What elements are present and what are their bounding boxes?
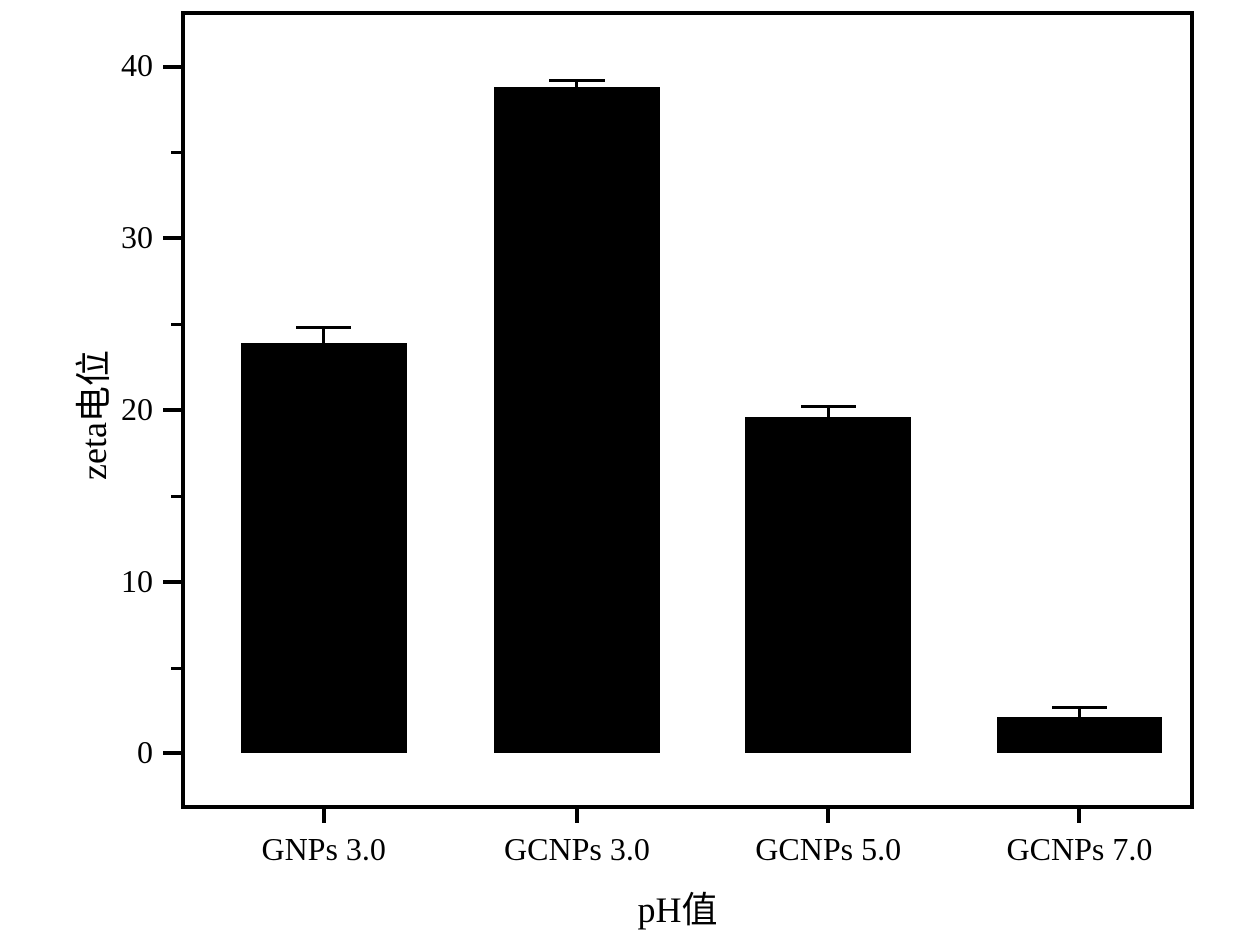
y-minor-tick [171, 323, 181, 326]
error-cap [1052, 730, 1107, 733]
y-major-tick [163, 65, 181, 69]
bar [241, 343, 407, 753]
x-tick-label: GCNPs 3.0 [457, 831, 697, 868]
y-tick-label: 0 [137, 734, 153, 771]
y-tick-label: 30 [121, 219, 153, 256]
y-axis-label: zeta电位 [65, 350, 117, 480]
error-whisker [1078, 707, 1081, 731]
x-tick-label: GCNPs 5.0 [708, 831, 948, 868]
y-minor-tick [171, 495, 181, 498]
x-tick [575, 809, 579, 823]
y-minor-tick [171, 151, 181, 154]
x-tick-label: GCNPs 7.0 [959, 831, 1199, 868]
y-major-tick [163, 751, 181, 755]
x-axis [185, 805, 1190, 809]
y-minor-tick [171, 667, 181, 670]
error-cap [801, 405, 856, 408]
error-cap [1052, 706, 1107, 709]
right-axis [1190, 11, 1194, 809]
y-tick-label: 20 [121, 391, 153, 428]
y-tick-label: 40 [121, 47, 153, 84]
x-tick-label: GNPs 3.0 [204, 831, 444, 868]
y-major-tick [163, 408, 181, 412]
y-major-tick [163, 236, 181, 240]
error-cap [549, 93, 604, 96]
error-cap [296, 357, 351, 360]
y-tick-label: 10 [121, 563, 153, 600]
error-cap [801, 426, 856, 429]
x-tick [322, 809, 326, 823]
y-major-tick [163, 580, 181, 584]
y-axis [181, 11, 185, 809]
error-cap [296, 326, 351, 329]
x-tick [826, 809, 830, 823]
zeta-bar-chart: zeta电位 pH值 010203040GNPs 3.0GCNPs 3.0GCN… [0, 0, 1240, 924]
error-cap [549, 79, 604, 82]
top-axis [185, 11, 1190, 15]
x-tick [1077, 809, 1081, 823]
bar [745, 417, 911, 754]
bar [494, 87, 660, 753]
x-axis-label: pH值 [638, 881, 718, 933]
error-whisker [322, 328, 325, 359]
error-whisker [827, 407, 830, 428]
